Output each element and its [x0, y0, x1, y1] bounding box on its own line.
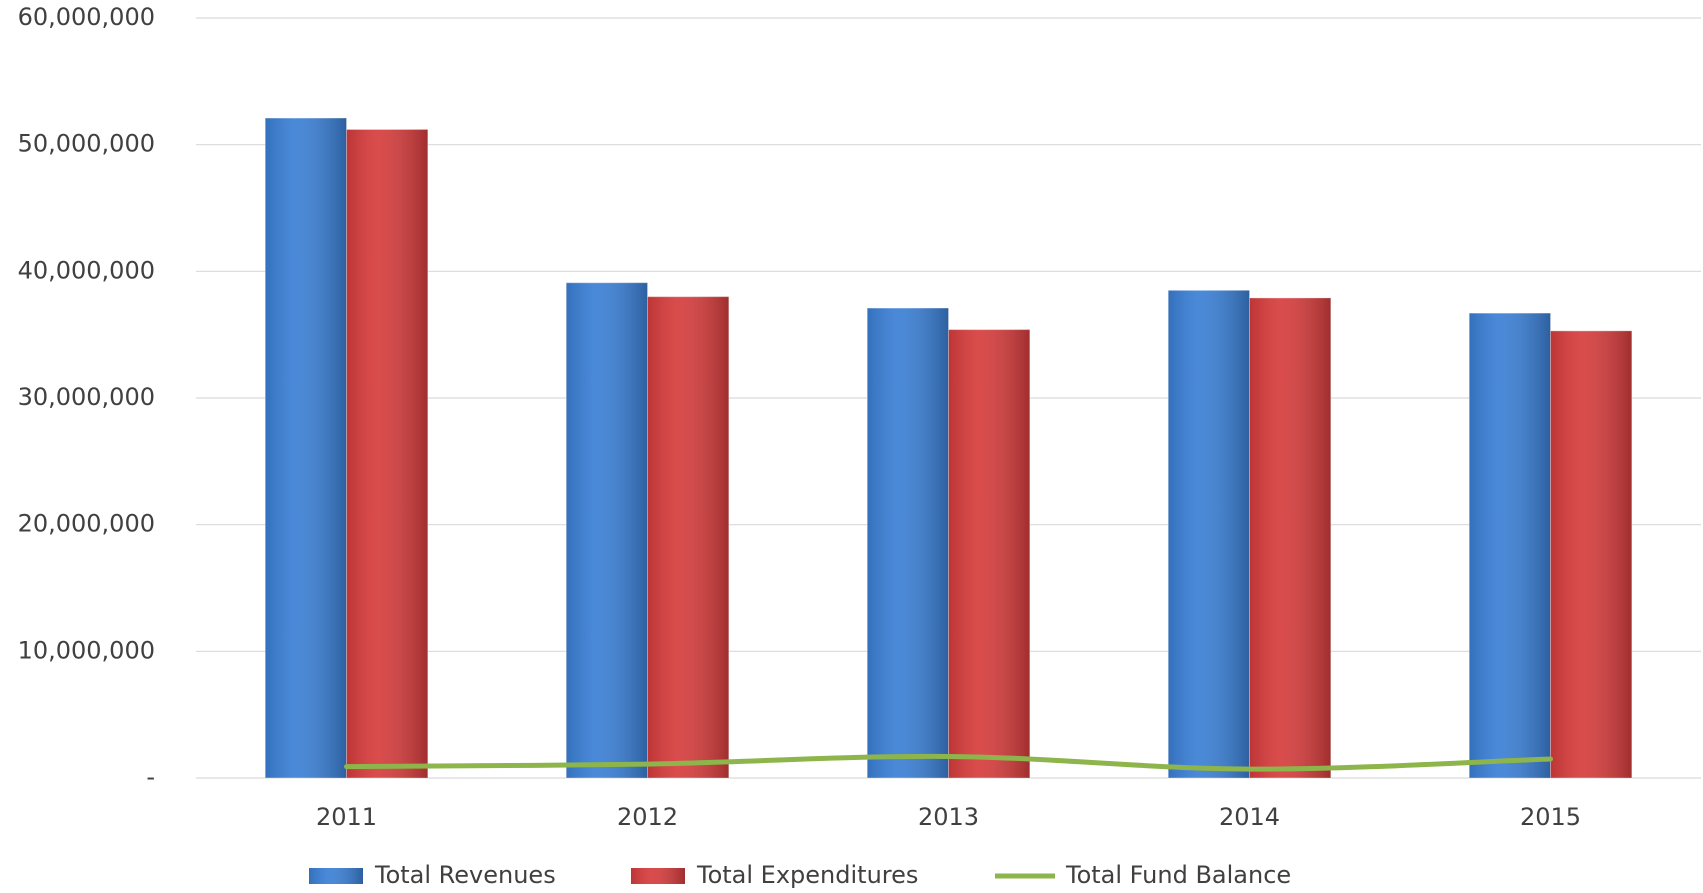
legend-label: Total Revenues [374, 861, 556, 889]
legend-shade [309, 868, 363, 884]
legend-label: Total Expenditures [696, 861, 918, 889]
y-tick-label: 30,000,000 [18, 383, 155, 411]
y-tick-label: 10,000,000 [18, 636, 155, 664]
bar-shade [1550, 330, 1632, 778]
y-tick-label: 40,000,000 [18, 256, 155, 284]
y-tick-label: 50,000,000 [18, 130, 155, 158]
bar-shade [647, 296, 729, 778]
x-tick-label: 2014 [1219, 803, 1280, 831]
x-tick-label: 2011 [316, 803, 377, 831]
bar-shade [265, 118, 347, 779]
bar-shade [1168, 290, 1250, 778]
legend-label: Total Fund Balance [1065, 861, 1291, 889]
x-tick-label: 2013 [918, 803, 979, 831]
legend-shade [631, 868, 685, 884]
bar-shade [1249, 297, 1331, 778]
bar-shade [346, 129, 428, 778]
bar-shade [566, 282, 648, 778]
y-tick-label: - [146, 763, 155, 791]
bar-shade [948, 329, 1030, 778]
bar-shade [1469, 313, 1551, 778]
y-tick-label: 60,000,000 [18, 3, 155, 31]
x-tick-label: 2012 [617, 803, 678, 831]
y-tick-label: 20,000,000 [18, 510, 155, 538]
x-tick-label: 2015 [1520, 803, 1581, 831]
line [344, 753, 1553, 772]
bar-shade [867, 308, 949, 778]
